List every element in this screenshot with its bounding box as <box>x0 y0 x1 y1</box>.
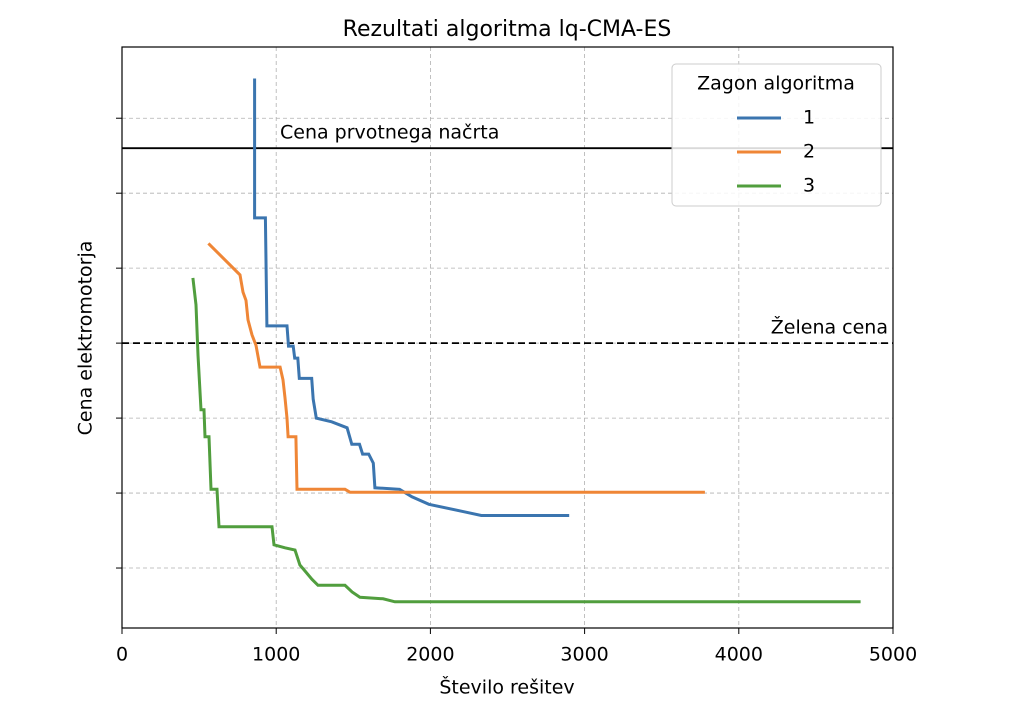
legend-box <box>671 63 882 207</box>
series-line <box>207 242 705 494</box>
series-line <box>253 78 570 517</box>
x-tick-label: 4000 <box>715 644 763 666</box>
x-tick-label: 0 <box>116 644 128 666</box>
legend-label: 3 <box>803 175 815 197</box>
legend-title: Zagon algoritma <box>697 73 855 95</box>
x-tick-label: 5000 <box>869 644 917 666</box>
reference-label: Želena cena <box>771 316 888 339</box>
reference-label: Cena prvotnega načrta <box>280 122 499 144</box>
x-tick-label: 1000 <box>252 644 300 666</box>
x-tick-label: 3000 <box>560 644 608 666</box>
chart-title: Rezultati algoritma lq-CMA-ES <box>343 17 672 42</box>
x-tick-label: 2000 <box>406 644 454 666</box>
series-line <box>191 277 861 604</box>
plot-frame <box>121 46 894 629</box>
y-axis-label: Cena elektromotorja <box>75 241 97 436</box>
legend-label: 1 <box>803 107 815 129</box>
x-axis-label: Število rešitev <box>439 675 574 699</box>
legend-label: 2 <box>803 141 815 163</box>
